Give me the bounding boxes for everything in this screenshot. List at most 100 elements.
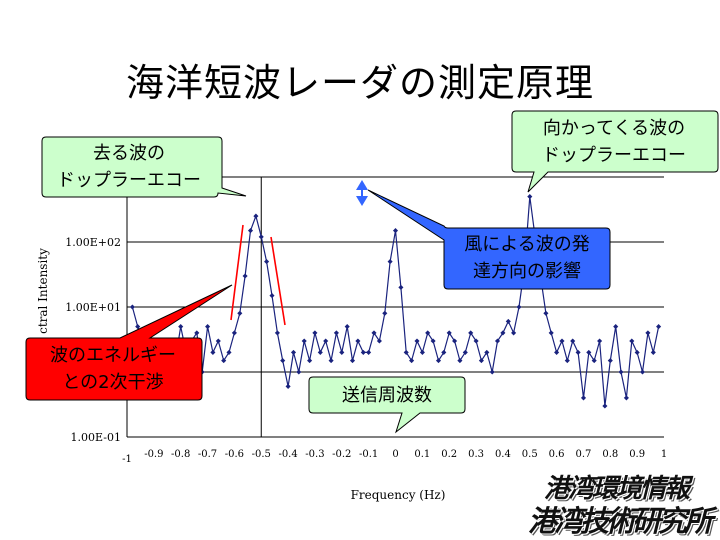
data-point <box>264 259 270 265</box>
data-point <box>623 395 629 401</box>
data-point <box>564 358 570 364</box>
data-point <box>403 349 409 355</box>
data-point <box>639 369 646 375</box>
chart-series <box>129 194 662 409</box>
data-point <box>607 358 613 364</box>
data-point <box>231 330 237 336</box>
chart-axes: 1.00E-01 1.00E+01 1.00E+02 -1 -0.9 -0.8 -0.7 -0… <box>36 177 667 502</box>
data-point <box>221 358 227 364</box>
data-point <box>484 349 490 355</box>
data-point <box>441 349 447 355</box>
x-tick-label: -0.6 <box>225 449 244 460</box>
arrow-head-down <box>356 196 368 206</box>
y-tick-label: 1.00E+01 <box>65 301 121 314</box>
logo-line-1: 港湾環境情報 <box>544 474 690 504</box>
data-point <box>570 338 576 344</box>
logo-line-2: 港湾技術研究所 <box>528 504 713 538</box>
data-point <box>645 330 651 336</box>
x-tick-label: 0 <box>392 449 398 460</box>
data-point <box>516 304 522 310</box>
data-point <box>376 338 382 344</box>
callout-approaching-shape <box>511 110 719 193</box>
data-point <box>559 338 565 344</box>
data-point <box>392 228 399 234</box>
data-point <box>586 349 592 355</box>
callout-line: 送信周波数 <box>342 385 432 406</box>
data-point <box>618 369 624 375</box>
data-point <box>285 383 291 389</box>
data-point <box>258 234 264 240</box>
data-point <box>210 349 216 355</box>
callout-line: との2次干渉 <box>62 372 164 393</box>
x-tick-label: 0.5 <box>522 449 538 460</box>
data-point <box>290 349 297 355</box>
callout-line: 波のエネルギー <box>50 345 176 366</box>
data-point <box>543 310 549 316</box>
x-tick-label: 1 <box>661 449 667 460</box>
x-tick-label: 0.6 <box>549 449 565 460</box>
data-point <box>409 358 415 364</box>
callout-line: 向かってくる波の <box>542 118 686 139</box>
callout-receding-echo: 去る波の ドップラーエコー <box>40 140 218 194</box>
slide-title: 海洋短波レーダの測定原理 <box>125 61 594 105</box>
callout-line: 去る波の <box>93 143 165 164</box>
data-point <box>178 324 184 330</box>
callout-shapes <box>25 110 719 434</box>
data-point <box>323 338 329 344</box>
data-point <box>597 338 603 344</box>
callout-second-order-shape <box>25 284 233 401</box>
data-point <box>242 273 248 279</box>
data-point <box>462 349 468 355</box>
data-point <box>387 259 393 265</box>
data-point <box>446 330 452 336</box>
data-point <box>425 330 431 336</box>
data-point <box>548 330 554 336</box>
callout-line: 風による波の発 <box>464 234 590 255</box>
data-point <box>613 324 619 330</box>
callout-line: 達方向の影響 <box>473 261 581 282</box>
data-point <box>371 330 377 336</box>
callout-line: ドップラーエコー <box>542 145 686 166</box>
callout-wind-shape <box>367 189 611 290</box>
x-tick-label: 0.8 <box>602 449 618 460</box>
data-point <box>494 338 501 344</box>
red-line-left <box>230 224 244 321</box>
data-point <box>135 324 141 330</box>
data-point <box>237 310 243 316</box>
x-tick-label: -0.8 <box>171 449 190 460</box>
data-point <box>580 395 587 401</box>
data-point <box>527 194 533 200</box>
data-point <box>274 330 280 336</box>
y-tick-label: 1.00E+02 <box>65 236 121 249</box>
chart-annotations <box>230 180 368 326</box>
data-point <box>194 330 200 336</box>
x-tick-label: 0.3 <box>468 449 484 460</box>
data-point <box>307 358 313 364</box>
data-point <box>500 330 506 336</box>
data-point <box>296 369 302 375</box>
data-point <box>333 330 339 336</box>
data-point <box>478 358 484 364</box>
data-point <box>511 330 517 336</box>
data-point <box>339 349 345 355</box>
data-point <box>366 349 372 355</box>
data-point <box>468 330 474 336</box>
data-point <box>629 338 635 344</box>
data-point <box>419 349 425 355</box>
x-tick-label: -0.7 <box>198 449 217 460</box>
x-axis-label: Frequency (Hz) <box>351 488 446 502</box>
data-point <box>650 349 656 355</box>
data-point <box>473 338 479 344</box>
data-point <box>398 284 404 290</box>
x-tick-label: 0.2 <box>441 449 457 460</box>
data-point <box>505 318 511 324</box>
y-axis-label: ctral Intensity <box>36 248 50 334</box>
x-tick-label: -0.9 <box>144 449 163 460</box>
data-point <box>226 349 232 355</box>
data-point <box>280 358 286 364</box>
x-tick-label: 0.9 <box>629 449 645 460</box>
red-line-right <box>270 236 286 326</box>
callout-approaching-echo: 向かってくる波の ドップラーエコー <box>512 115 716 169</box>
data-point <box>634 349 640 356</box>
